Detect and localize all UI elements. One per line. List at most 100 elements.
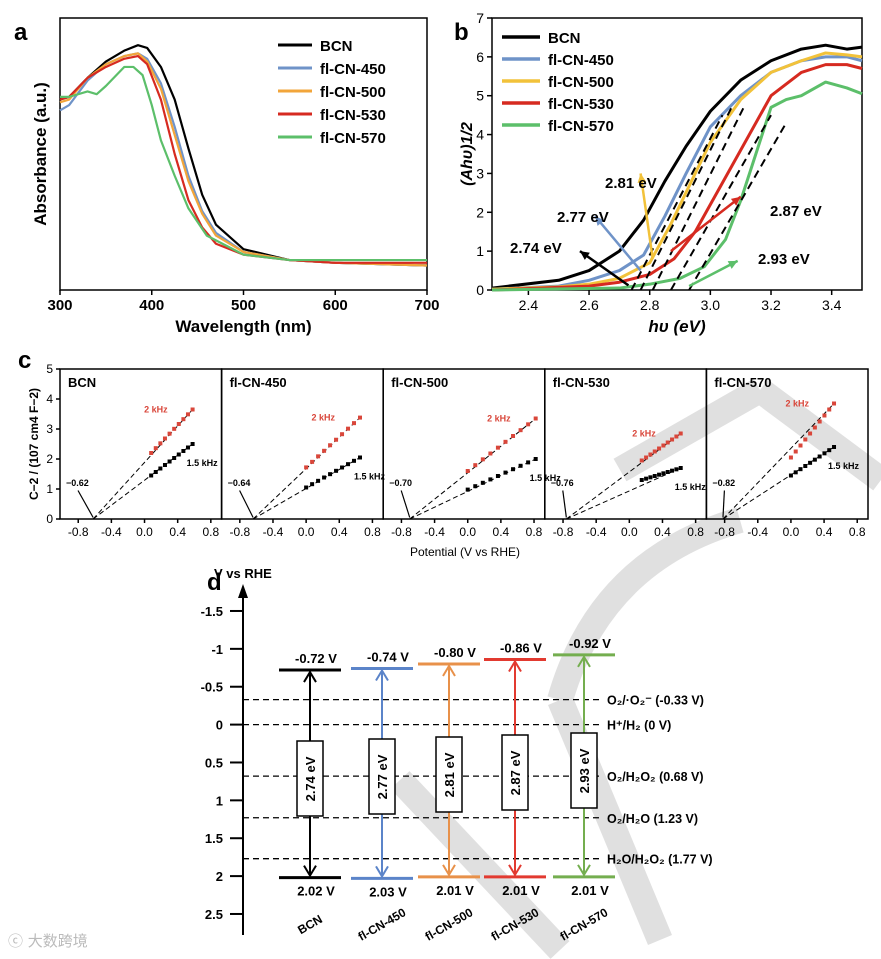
arrow-head (579, 251, 590, 260)
x-tick-label: -0.4 (424, 525, 445, 539)
x-tick-label: 0.0 (298, 525, 315, 539)
data-point-1-5khz (181, 449, 186, 453)
subplot-frame (382, 368, 546, 520)
legend-label: fl-CN-530 (548, 96, 614, 113)
data-point-2khz (648, 452, 653, 457)
reference-label: O₂/H₂O₂ (0.68 V) (607, 770, 704, 784)
data-point-1-5khz (674, 467, 679, 472)
arrow-down-icon (375, 865, 389, 879)
data-point-1-5khz (316, 478, 321, 483)
data-point-1-5khz (149, 473, 154, 478)
arrow-head (595, 216, 605, 226)
arrow-shaft (670, 195, 742, 253)
data-point-1-5khz (533, 457, 538, 461)
annotation-arrow (637, 173, 654, 260)
data-point-1-5khz (167, 459, 172, 464)
data-point-2khz (304, 465, 309, 470)
cb-potential-label: -0.92 V (569, 636, 611, 651)
subplot-title: fl-CN-530 (553, 375, 610, 390)
y-tick-label: -1.5 (201, 604, 223, 619)
data-point-2khz (803, 437, 808, 442)
x-tick-label: 0.8 (849, 525, 866, 539)
legend-label: fl-CN-570 (548, 118, 614, 135)
x-axis-label: Potential (V vs RHE) (410, 545, 520, 559)
x-tick-label: 0.8 (202, 525, 219, 539)
data-point-2khz (488, 451, 493, 456)
data-point-2khz (812, 425, 817, 430)
series-label: 2 kHz (786, 399, 810, 409)
data-point-1-5khz (340, 465, 345, 470)
data-point-2khz (808, 431, 813, 436)
data-point-2khz (533, 416, 538, 421)
panel-label-d: d (207, 569, 222, 596)
flatband-label: −0.76 (551, 478, 574, 488)
series-line-fl-CN-570 (60, 65, 427, 262)
panel-label-b: b (454, 19, 469, 46)
data-point-1-5khz (185, 445, 190, 450)
x-tick-label: 0.4 (654, 525, 671, 539)
y-tick-label: 2.5 (205, 907, 223, 922)
x-tick-label: 2.4 (519, 297, 539, 313)
y-tick-label: 1 (476, 243, 484, 259)
category-label: fl-CN-450 (356, 905, 409, 944)
data-point-1-5khz (678, 466, 683, 470)
bandgap-box (296, 740, 324, 817)
data-point-1-5khz (310, 482, 315, 487)
x-tick-label: 0.4 (493, 525, 510, 539)
vb-potential-label: 2.01 V (436, 883, 474, 898)
data-point-2khz (310, 459, 315, 464)
data-point-1-5khz (334, 468, 339, 473)
data-point-2khz (158, 441, 163, 446)
y-tick-label: 2 (46, 452, 53, 466)
annotation-arrow (594, 215, 642, 272)
flatband-pointer (722, 490, 725, 518)
x-tick-label: 0.4 (169, 525, 186, 539)
data-point-2khz (352, 421, 357, 426)
data-point-1-5khz (648, 475, 653, 480)
flatband-pointer (400, 490, 411, 518)
cb-potential-label: -0.74 V (367, 650, 409, 665)
y-axis-label: C−2 / (107 cm4 F−2) (27, 388, 41, 500)
data-point-2khz (167, 431, 172, 436)
tangent-line (670, 114, 772, 291)
panel-label-c: c (18, 347, 31, 374)
series-label: 1.5 kHz (187, 458, 219, 468)
bandgap-value: 2.77 eV (375, 754, 390, 799)
arrow-shaft (594, 215, 642, 272)
series-line-BCN (491, 43, 863, 290)
tangent-line (651, 106, 745, 291)
data-point-2khz (827, 407, 832, 412)
data-point-2khz (526, 422, 531, 427)
x-tick-label: 0.0 (136, 525, 153, 539)
vb-potential-label: 2.02 V (297, 884, 335, 899)
bandgap-label: 2.87 eV (770, 203, 822, 220)
data-point-1-5khz (480, 480, 485, 485)
arrow-up-icon (375, 668, 389, 682)
data-point-2khz (798, 443, 803, 448)
data-point-2khz (503, 439, 508, 444)
data-point-1-5khz (639, 478, 644, 482)
data-point-2khz (340, 432, 345, 437)
data-point-1-5khz (357, 455, 362, 460)
x-tick-label: 400 (139, 297, 164, 314)
category-label: fl-CN-570 (558, 905, 611, 944)
subplot-title: fl-CN-500 (391, 375, 448, 390)
data-point-2khz (678, 431, 683, 436)
fit-line (566, 467, 681, 520)
annotation-arrow (688, 259, 739, 288)
bandgap-label: 2.93 eV (758, 251, 810, 268)
bandgap-box (435, 736, 463, 813)
legend-label: fl-CN-450 (548, 52, 614, 69)
reference-label: H₂O/H₂O₂ (1.77 V) (607, 853, 713, 867)
vb-potential-label: 2.03 V (369, 884, 407, 899)
fit-line (92, 443, 193, 520)
legend-label: fl-CN-570 (320, 130, 386, 147)
y-axis-label: V vs RHE (214, 566, 272, 581)
x-tick-label: -0.4 (101, 525, 122, 539)
watermark-h-stroke (390, 378, 881, 959)
annotation-arrow (579, 250, 630, 287)
data-point-1-5khz (352, 458, 357, 463)
reference-label: H⁺/H₂ (0 V) (607, 719, 671, 733)
data-point-2khz (346, 426, 351, 431)
